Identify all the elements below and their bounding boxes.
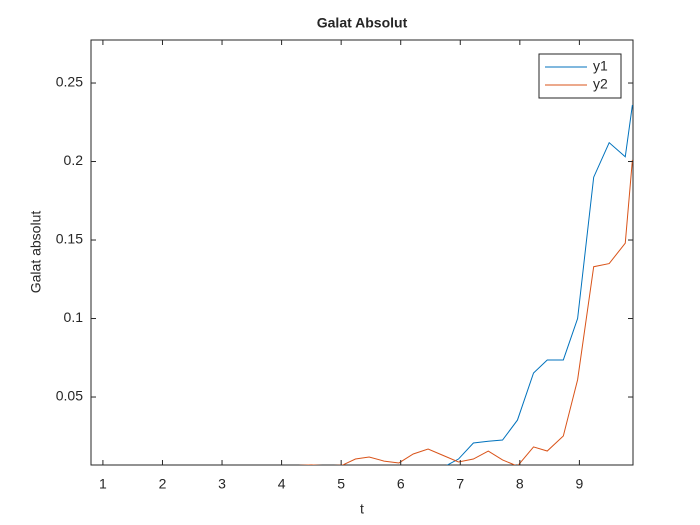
plot-area — [90, 39, 634, 466]
legend-label: y2 — [593, 76, 608, 92]
x-tick-label: 2 — [159, 476, 167, 492]
lines — [299, 104, 633, 465]
x-tick-label: 3 — [218, 476, 226, 492]
series-line — [446, 104, 633, 465]
legend-label: y1 — [593, 58, 608, 74]
x-tick-label: 6 — [397, 476, 405, 492]
y-tick-label: 0.15 — [56, 231, 83, 247]
x-tick-label: 7 — [456, 476, 464, 492]
y-tick-label: 0.1 — [64, 309, 84, 325]
x-tick-label: 5 — [337, 476, 345, 492]
y-tick-label: 0.05 — [56, 388, 83, 404]
y-tick-label: 0.2 — [64, 152, 84, 168]
y-tick-label: 0.25 — [56, 74, 83, 90]
x-tick-label: 9 — [575, 476, 583, 492]
x-tick-label: 8 — [516, 476, 524, 492]
chart-title: Galat Absolut — [317, 15, 408, 31]
legend-box — [538, 53, 622, 99]
x-axis-label: t — [360, 501, 364, 517]
x-tick-label: 1 — [99, 476, 107, 492]
y-axis-label: Galat absolut — [28, 211, 44, 294]
x-tick-label: 4 — [278, 476, 286, 492]
series-line — [299, 159, 633, 465]
